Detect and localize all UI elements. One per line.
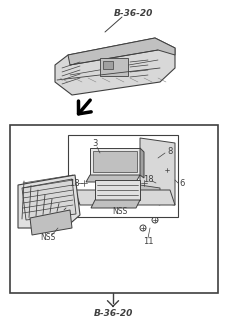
Text: 3: 3: [92, 140, 98, 148]
Polygon shape: [22, 179, 76, 220]
Text: 11: 11: [143, 237, 153, 246]
Polygon shape: [140, 138, 175, 205]
Text: 18: 18: [69, 179, 79, 188]
Polygon shape: [30, 210, 72, 235]
Text: B-36-20: B-36-20: [113, 9, 153, 18]
Polygon shape: [91, 200, 140, 208]
Text: 18: 18: [143, 175, 153, 185]
Polygon shape: [86, 175, 140, 182]
FancyArrowPatch shape: [79, 100, 91, 114]
Text: 8: 8: [167, 147, 173, 156]
Bar: [93, 151, 137, 172]
Polygon shape: [140, 185, 160, 205]
Bar: [100, 58, 128, 76]
Text: NSS: NSS: [112, 207, 128, 217]
Polygon shape: [75, 190, 175, 205]
Text: 6: 6: [179, 179, 185, 188]
Polygon shape: [18, 175, 80, 228]
Polygon shape: [90, 148, 140, 175]
Text: NSS: NSS: [40, 234, 56, 243]
Text: B-36-20: B-36-20: [93, 309, 133, 318]
FancyArrowPatch shape: [107, 301, 119, 306]
Polygon shape: [68, 38, 175, 65]
Bar: [10, 125, 218, 293]
Polygon shape: [140, 148, 144, 178]
Polygon shape: [55, 38, 175, 95]
Polygon shape: [95, 180, 140, 200]
Bar: [68, 135, 178, 217]
Bar: [103, 61, 113, 69]
